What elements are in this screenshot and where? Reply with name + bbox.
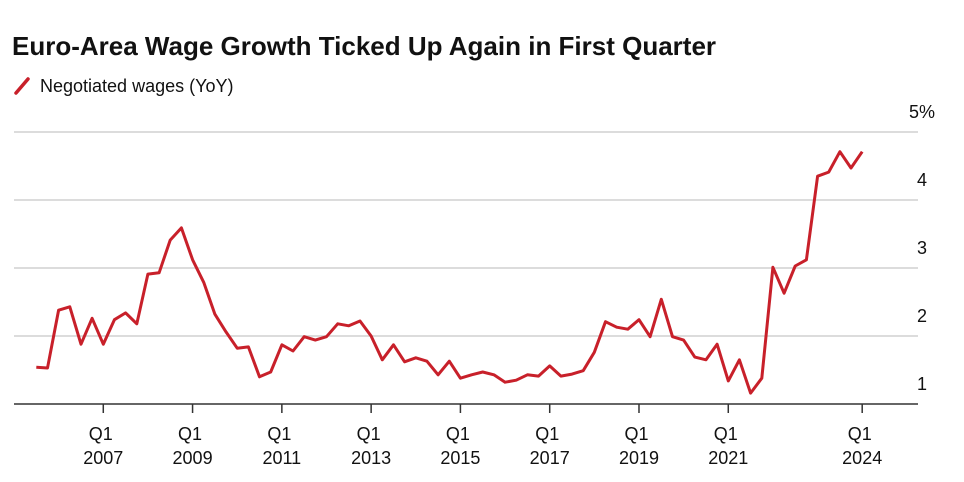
x-tick-label: Q1 2013 [351,424,391,468]
y-tick-label: 1 [917,374,927,394]
x-tick-label: Q1 2021 [708,424,748,468]
x-tick-label: Q1 2011 [262,424,301,468]
y-tick-label: 5% [909,102,935,122]
x-tick-label: Q1 2015 [440,424,480,468]
x-tick-label: Q1 2009 [173,424,213,468]
x-tick-label: Q1 2007 [83,424,123,468]
chart-title: Euro-Area Wage Growth Ticked Up Again in… [12,31,716,61]
x-tick-label: Q1 2019 [619,424,659,468]
x-tick-label: Q1 2017 [530,424,570,468]
y-tick-label: 3 [917,238,927,258]
series-line [36,150,864,395]
y-tick-label: 4 [917,170,927,190]
y-tick-label: 2 [917,306,927,326]
legend-label: Negotiated wages (YoY) [40,76,233,96]
x-tick-label: Q1 2024 [842,424,882,468]
legend-swatch [14,77,30,95]
